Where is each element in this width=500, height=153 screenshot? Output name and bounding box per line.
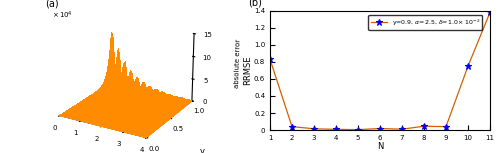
X-axis label: N: N xyxy=(377,142,383,151)
Text: $\times\,10^4$: $\times\,10^4$ xyxy=(52,9,72,21)
Y-axis label: y: y xyxy=(200,147,205,153)
Legend: y=0.9, $\alpha$=2.5, $\delta$=1.0$\times$ 10$^{-2}$: y=0.9, $\alpha$=2.5, $\delta$=1.0$\times… xyxy=(368,15,482,30)
Text: (b): (b) xyxy=(248,0,262,8)
Text: (a): (a) xyxy=(46,0,59,8)
Y-axis label: RRMSE: RRMSE xyxy=(244,56,252,85)
